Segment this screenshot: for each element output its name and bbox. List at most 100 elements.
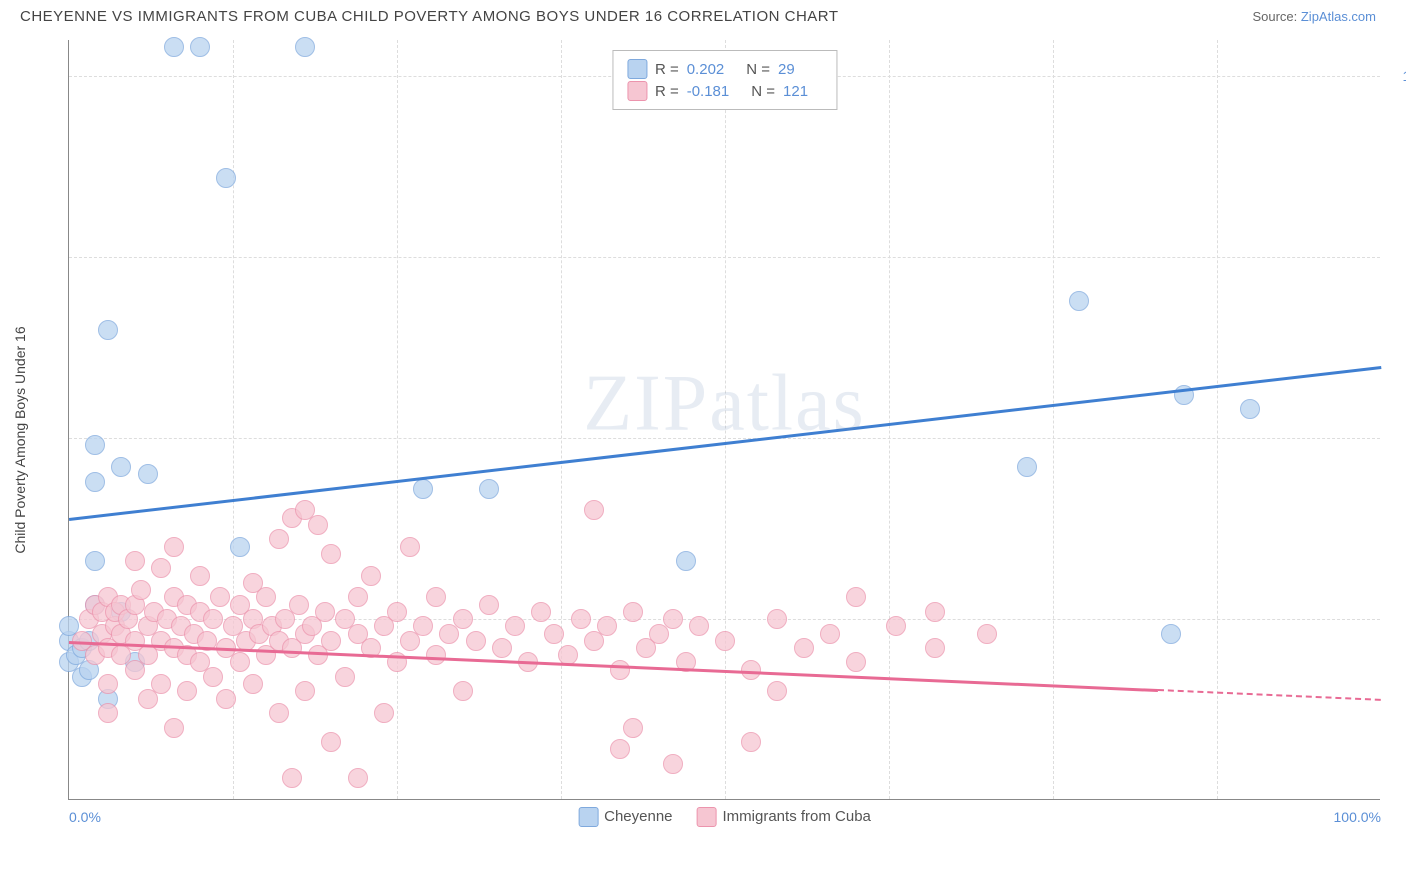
legend-label: Cheyenne <box>604 808 672 825</box>
data-point <box>321 732 341 752</box>
data-point <box>1017 457 1037 477</box>
data-point <box>977 624 997 644</box>
data-point <box>164 718 184 738</box>
data-point <box>689 616 709 636</box>
legend-label: Immigrants from Cuba <box>723 808 871 825</box>
data-point <box>453 681 473 701</box>
legend-r-value: -0.181 <box>687 83 730 100</box>
data-point <box>886 616 906 636</box>
data-point <box>256 587 276 607</box>
data-point <box>597 616 617 636</box>
y-tick-label: 100.0% <box>1390 68 1406 84</box>
data-point <box>177 681 197 701</box>
data-point <box>216 689 236 709</box>
legend-row: R = 0.202N = 29 <box>627 59 822 79</box>
legend-item: Cheyenne <box>578 807 672 827</box>
data-point <box>98 703 118 723</box>
data-point <box>131 580 151 600</box>
data-point <box>584 500 604 520</box>
data-point <box>111 457 131 477</box>
data-point <box>505 616 525 636</box>
data-point <box>846 652 866 672</box>
data-point <box>663 609 683 629</box>
data-point <box>335 667 355 687</box>
data-point <box>295 681 315 701</box>
gridline-v <box>561 40 562 799</box>
data-point <box>623 718 643 738</box>
data-point <box>85 472 105 492</box>
legend-n-label: N = <box>746 61 770 78</box>
data-point <box>426 645 446 665</box>
data-point <box>820 624 840 644</box>
data-point <box>243 674 263 694</box>
data-point <box>925 638 945 658</box>
y-tick-label: 75.0% <box>1390 249 1406 265</box>
data-point <box>925 602 945 622</box>
chart-title: CHEYENNE VS IMMIGRANTS FROM CUBA CHILD P… <box>20 8 839 25</box>
data-point <box>289 595 309 615</box>
chart-header: CHEYENNE VS IMMIGRANTS FROM CUBA CHILD P… <box>0 0 1406 29</box>
gridline-v <box>233 40 234 799</box>
data-point <box>531 602 551 622</box>
data-point <box>203 609 223 629</box>
data-point <box>663 754 683 774</box>
data-point <box>164 37 184 57</box>
y-axis-label: Child Poverty Among Boys Under 16 <box>12 326 28 553</box>
series-legend: Cheyenne Immigrants from Cuba <box>578 807 871 827</box>
data-point <box>308 515 328 535</box>
legend-r-value: 0.202 <box>687 61 725 78</box>
data-point <box>767 609 787 629</box>
legend-swatch <box>627 81 647 101</box>
data-point <box>544 624 564 644</box>
legend-item: Immigrants from Cuba <box>697 807 871 827</box>
data-point <box>361 566 381 586</box>
source-link[interactable]: ZipAtlas.com <box>1301 9 1376 24</box>
legend-n-value: 121 <box>783 83 808 100</box>
x-tick-label: 0.0% <box>69 809 101 825</box>
data-point <box>85 435 105 455</box>
data-point <box>453 609 473 629</box>
data-point <box>426 587 446 607</box>
data-point <box>348 587 368 607</box>
data-point <box>85 551 105 571</box>
data-point <box>269 529 289 549</box>
legend-swatch <box>697 807 717 827</box>
data-point <box>230 652 250 672</box>
data-point <box>400 537 420 557</box>
data-point <box>164 537 184 557</box>
legend-row: R = -0.181 N = 121 <box>627 81 822 101</box>
data-point <box>203 667 223 687</box>
data-point <box>767 681 787 701</box>
data-point <box>125 551 145 571</box>
data-point <box>492 638 512 658</box>
legend-r-label: R = <box>655 83 679 100</box>
data-point <box>794 638 814 658</box>
data-point <box>374 703 394 723</box>
data-point <box>210 587 230 607</box>
x-tick-label: 100.0% <box>1334 809 1381 825</box>
data-point <box>216 168 236 188</box>
data-point <box>315 602 335 622</box>
data-point <box>321 631 341 651</box>
data-point <box>715 631 735 651</box>
data-point <box>1161 624 1181 644</box>
data-point <box>610 660 630 680</box>
data-point <box>846 587 866 607</box>
y-tick-label: 50.0% <box>1390 430 1406 446</box>
gridline-v <box>1217 40 1218 799</box>
data-point <box>413 479 433 499</box>
data-point <box>413 616 433 636</box>
legend-n-label: N = <box>751 83 775 100</box>
data-point <box>741 732 761 752</box>
gridline-v <box>397 40 398 799</box>
gridline-v <box>725 40 726 799</box>
data-point <box>230 537 250 557</box>
data-point <box>98 674 118 694</box>
data-point <box>623 602 643 622</box>
y-tick-label: 25.0% <box>1390 611 1406 627</box>
data-point <box>1069 291 1089 311</box>
legend-swatch <box>627 59 647 79</box>
data-point <box>282 768 302 788</box>
data-point <box>151 558 171 578</box>
legend-swatch <box>578 807 598 827</box>
